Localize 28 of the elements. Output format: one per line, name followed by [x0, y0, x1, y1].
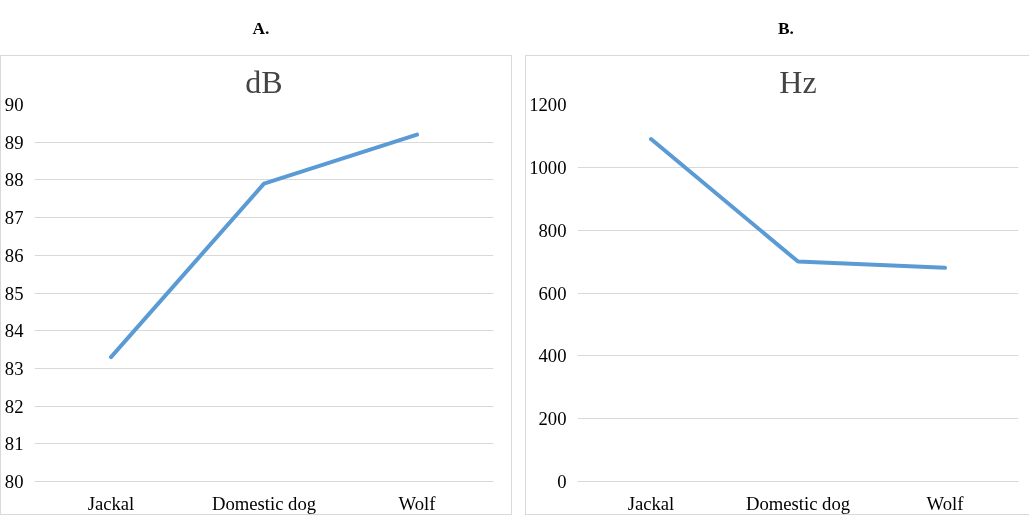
x-tick-label: Domestic dog: [211, 492, 317, 514]
text: A.: [252, 18, 270, 40]
x-tick-label: Wolf: [398, 492, 437, 514]
x-tick-label: Jackal: [87, 492, 135, 514]
y-tick-label: 85: [4, 282, 24, 304]
y-tick-label: 84: [4, 320, 25, 342]
chart-title: dB: [245, 63, 283, 100]
y-tick-label: 1200: [529, 94, 567, 115]
y-tick-label: 86: [4, 244, 24, 266]
y-tick-label: 800: [538, 219, 567, 241]
chart-title: Hz: [779, 63, 817, 100]
y-tick-label: 80: [4, 471, 24, 492]
y-tick-label: 82: [4, 395, 24, 417]
x-tick-label: Domestic dog: [745, 492, 851, 514]
y-tick-label: 600: [538, 282, 567, 304]
y-tick-label: 200: [538, 408, 567, 430]
x-tick-label: Wolf: [926, 492, 965, 514]
x-tick-label: Jackal: [627, 492, 675, 514]
y-tick-label: 0: [557, 471, 567, 492]
y-tick-label: 87: [4, 207, 24, 229]
y-tick-label: 1000: [529, 156, 567, 178]
y-tick-label: 89: [4, 131, 24, 153]
y-tick-label: 83: [4, 357, 24, 379]
text: B.: [778, 18, 794, 40]
y-tick-label: 88: [4, 169, 24, 191]
y-tick-label: 400: [538, 345, 567, 367]
y-tick-label: 90: [4, 94, 24, 115]
y-tick-label: 81: [4, 433, 24, 455]
